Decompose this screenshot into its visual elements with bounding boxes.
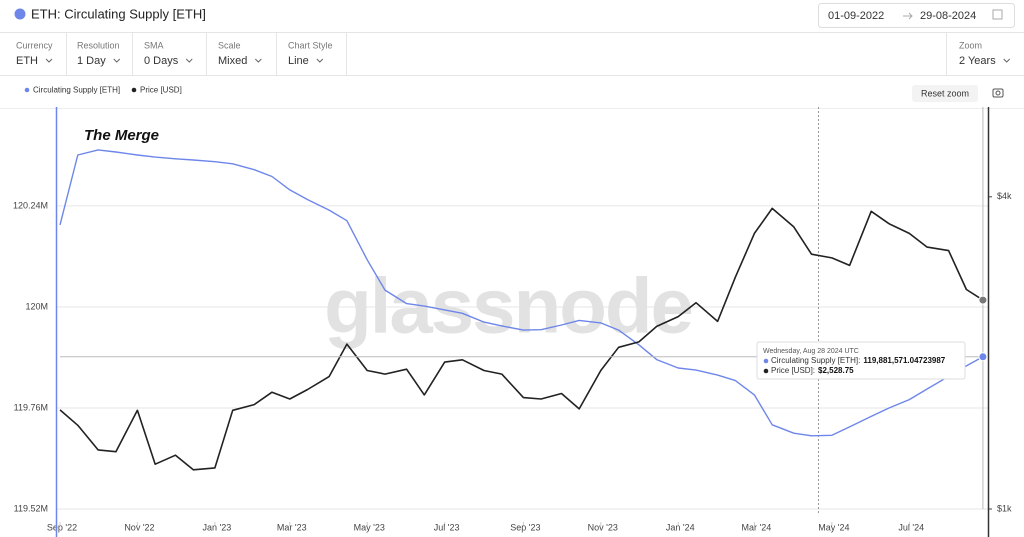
- tooltip-swatch: [763, 358, 769, 364]
- x-tick-label: Jul '23: [434, 522, 460, 532]
- date-to[interactable]: 29-08-2024: [920, 10, 976, 22]
- x-tick-label: May '24: [818, 522, 849, 532]
- legend-label[interactable]: Circulating Supply [ETH]: [33, 86, 120, 95]
- plot: 119.52M 119.76M 120M 120.24M $1k $4k Sep '22 No…: [13, 107, 1012, 537]
- date-from[interactable]: 01-09-2022: [828, 10, 884, 22]
- hover-point: [978, 352, 988, 362]
- legend-swatch: [131, 87, 137, 93]
- arrow-icon: [903, 12, 913, 20]
- y2-tick-label: $4k: [997, 191, 1012, 201]
- calendar-icon[interactable]: [992, 9, 1003, 20]
- x-tick-label: Sep '22: [47, 522, 77, 532]
- y-tick-label: 119.76M: [14, 402, 48, 412]
- control-value[interactable]: ETH: [16, 55, 38, 67]
- camera-icon: [995, 90, 1001, 96]
- control-label: Chart Style: [288, 40, 333, 50]
- chevron-icon: [45, 58, 53, 63]
- y2-tick-label: $1k: [997, 503, 1012, 513]
- chevron-icon: [254, 58, 262, 63]
- chevron-icon: [185, 58, 193, 63]
- control-label: SMA: [144, 40, 164, 50]
- eth-icon: [14, 8, 26, 20]
- controls: Currency ETH Resolution 1 Day SMA 0 Days Scale…: [16, 33, 1011, 75]
- y-tick-label: 119.52M: [14, 503, 48, 513]
- chevron-icon: [316, 58, 324, 63]
- x-tick-label: Nov '23: [588, 522, 618, 532]
- annotation: The Merge: [84, 127, 159, 144]
- tooltip-date: Wednesday, Aug 28 2024 UTC: [763, 348, 859, 355]
- tooltip-box: [756, 341, 966, 380]
- y-tick-label: 120M: [25, 301, 48, 311]
- date-range[interactable]: [818, 3, 1015, 28]
- hover-point: [978, 295, 988, 305]
- control-value[interactable]: Mixed: [218, 55, 247, 67]
- watermark: glassnode: [324, 262, 692, 350]
- reset-zoom-label[interactable]: Reset zoom: [921, 88, 969, 98]
- tooltip-name: Circulating Supply [ETH]:: [771, 356, 860, 365]
- tooltip-swatch: [763, 368, 769, 374]
- control-label: Currency: [16, 40, 53, 50]
- control-value[interactable]: Line: [288, 55, 309, 67]
- x-tick-label: Sep '23: [510, 522, 540, 532]
- x-tick-label: Jan '24: [666, 522, 695, 532]
- chevron-icon: [113, 58, 121, 63]
- tooltip-value: $2,528.75: [818, 366, 854, 375]
- x-tick-label: Nov '22: [124, 522, 154, 532]
- tooltip-value: 119,881,571.04723987: [863, 356, 945, 365]
- series-line: [59, 149, 984, 437]
- y-tick-label: 120.24M: [13, 200, 48, 210]
- control-value[interactable]: 2 Years: [959, 55, 996, 67]
- legend-swatch: [24, 87, 30, 93]
- control-label: Resolution: [77, 40, 120, 50]
- series-line: [59, 207, 984, 471]
- chevron-icon: [1003, 58, 1011, 63]
- control-label: Scale: [218, 40, 241, 50]
- reset-zoom-button[interactable]: [912, 85, 978, 102]
- page-title: ETH: Circulating Supply [ETH]: [31, 6, 206, 21]
- x-tick-label: Jul '24: [898, 522, 924, 532]
- x-tick-label: Mar '23: [277, 522, 307, 532]
- control-value[interactable]: 0 Days: [144, 55, 179, 67]
- camera-icon[interactable]: [992, 88, 1004, 98]
- x-tick-label: May '23: [354, 522, 385, 532]
- legend-label[interactable]: Price [USD]: [140, 86, 182, 95]
- tooltip-name: Price [USD]:: [771, 366, 815, 375]
- x-tick-label: Mar '24: [742, 522, 772, 532]
- control-label: Zoom: [959, 40, 982, 50]
- x-tick-label: Jan '23: [203, 522, 232, 532]
- control-value[interactable]: 1 Day: [77, 55, 106, 67]
